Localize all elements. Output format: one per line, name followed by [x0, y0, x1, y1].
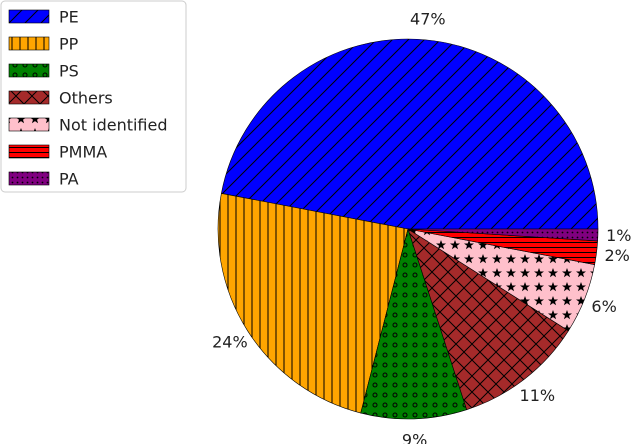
pie-slice-labels: 47% 24% 9% 11% 6% 2%1% [212, 10, 631, 444]
slice-label-ps: 9% [402, 430, 427, 444]
legend-swatch-pp [8, 36, 50, 51]
legend-label-pmma: PMMA [59, 143, 107, 162]
legend-label-others: Others [59, 89, 113, 108]
legend: PE PP PS Others Not identified PMMA PA [0, 0, 187, 193]
legend-label-pp: PP [59, 35, 79, 54]
legend-label-pe: PE [59, 8, 79, 27]
pie-slice-pe [221, 38, 599, 230]
legend-swatch-others [8, 90, 50, 105]
legend-swatch-pmma [8, 144, 50, 159]
pie-slice-ps [360, 227, 468, 420]
legend-label-pa: PA [59, 170, 79, 189]
slice-label-pa: 1% [606, 226, 631, 245]
legend-swatch-pa [8, 171, 50, 186]
legend-label-ps: PS [59, 62, 79, 81]
slice-label-pp: 24% [212, 333, 248, 352]
slice-label-pe: 47% [410, 10, 446, 29]
pie-slices [217, 38, 599, 420]
pie-slice-others [407, 228, 569, 411]
pie-slice-pa [407, 228, 599, 242]
slice-label-pmma: 2% [605, 246, 630, 265]
slice-label-others: 11% [520, 386, 556, 405]
legend-swatch-ps [8, 63, 50, 78]
slice-label-not-identified: 6% [591, 297, 616, 316]
legend-label-not-identified: Not identified [59, 116, 168, 135]
pie-slice-pp [217, 193, 409, 414]
legend-swatch-pe [8, 9, 50, 24]
legend-swatch-not-identified [8, 117, 50, 132]
